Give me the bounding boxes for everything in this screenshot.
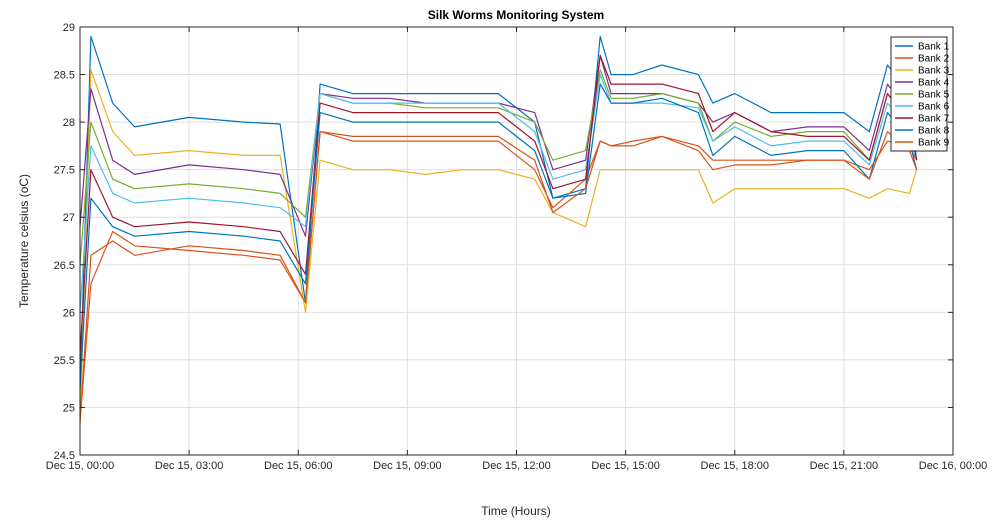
legend-label: Bank 3 — [918, 66, 950, 77]
tick-layer: Dec 15, 00:00 Dec 15, 03:00 Dec 15, 06:00 D… — [46, 22, 988, 472]
series-line-bank-6 — [79, 73, 918, 313]
legend-label: Bank 1 — [918, 42, 950, 53]
x-tick-label: Dec 15, 06:00 — [264, 460, 333, 472]
x-tick-label: Dec 15, 03:00 — [155, 460, 224, 472]
y-tick-label: 24.5 — [54, 450, 75, 462]
chart-title: Silk Worms Monitoring System — [428, 8, 604, 22]
x-tick-label: Dec 15, 00:00 — [46, 460, 115, 472]
x-tick-label: Dec 15, 12:00 — [482, 460, 551, 472]
series-line-bank-8 — [79, 83, 918, 389]
series-line-bank-5 — [79, 69, 918, 265]
legend-label: Bank 7 — [918, 114, 950, 125]
x-tick-label: Dec 15, 18:00 — [701, 460, 770, 472]
y-axis-title: Temperature celsius (oC) — [17, 174, 31, 308]
series-line-bank-4 — [79, 54, 918, 237]
y-tick-label: 28 — [63, 117, 75, 129]
series-line-bank-9 — [79, 131, 918, 422]
legend-label: Bank 9 — [918, 138, 950, 149]
legend-label: Bank 8 — [918, 126, 950, 137]
series-line-bank-7 — [79, 54, 918, 356]
y-tick-label: 26.5 — [54, 260, 75, 272]
x-tick-label: Dec 15, 21:00 — [810, 460, 879, 472]
y-tick-label: 28.5 — [54, 70, 75, 82]
x-tick-label: Dec 15, 15:00 — [591, 460, 660, 472]
legend-label: Bank 4 — [918, 78, 950, 89]
y-tick-label: 25.5 — [54, 355, 75, 367]
legend-label: Bank 5 — [918, 90, 950, 101]
y-tick-label: 27 — [63, 212, 75, 224]
x-tick-label: Dec 16, 00:00 — [919, 460, 988, 472]
y-tick-label: 26 — [63, 307, 75, 319]
x-tick-label: Dec 15, 09:00 — [373, 460, 442, 472]
x-axis-title: Time (Hours) — [481, 504, 551, 518]
legend-label: Bank 2 — [918, 54, 950, 65]
legend-label: Bank 6 — [918, 102, 950, 113]
y-tick-label: 29 — [63, 22, 75, 34]
y-tick-label: 27.5 — [54, 165, 75, 177]
y-tick-label: 25 — [63, 402, 75, 414]
series-layer — [79, 35, 918, 427]
